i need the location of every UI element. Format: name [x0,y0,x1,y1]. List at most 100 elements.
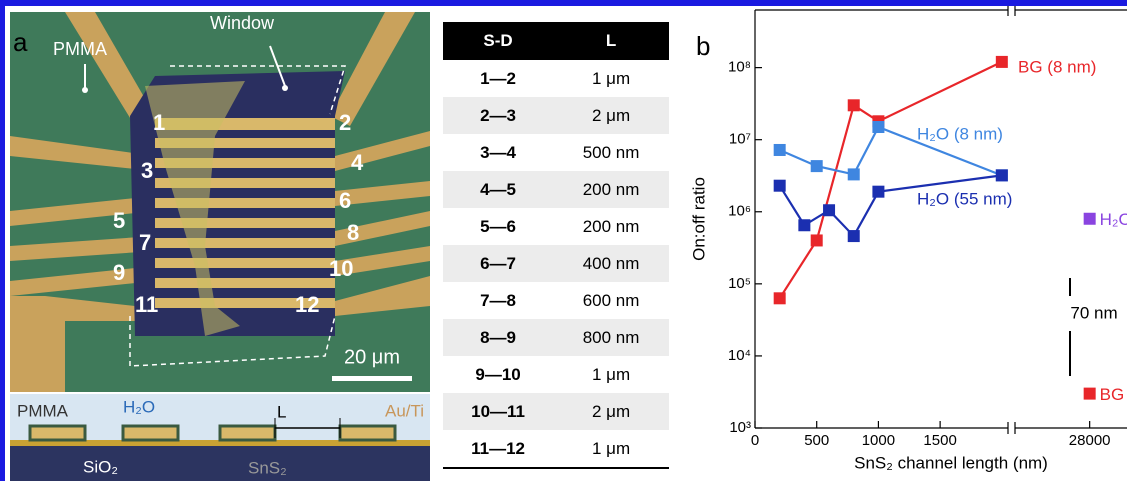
image-label: 1 [153,110,165,135]
image-label: 4 [351,150,364,175]
table-cell: 8—9 [443,319,554,356]
table-cell: 2 μm [553,393,669,430]
table-cell: 500 nm [582,142,640,162]
scale-bar-label: 20 μm [344,346,400,368]
table-cell: 11—12 [471,438,525,458]
table-cell: 3—4 [480,142,517,162]
series-line [778,174,1002,238]
sns2-layer [10,440,430,446]
bracket-label: 70 nm [1070,303,1117,322]
image-label: 8 [347,220,359,245]
point-label: H₂O [1100,210,1127,229]
top-border [0,0,1127,6]
y-tick-label: 10⁷ [729,131,751,148]
table-row: 1—2 1 μm [443,60,669,97]
table-cell: 200 nm [553,171,669,208]
table-row: 8—9 800 nm [443,319,669,356]
data-point [847,168,860,181]
x-tick-label: 500 [804,432,829,449]
header-cell: L [553,22,669,60]
data-point [1083,387,1096,400]
data-point [810,160,823,173]
data-point [823,204,836,217]
table-cell: 1 μm [591,438,631,458]
data-point [847,230,860,243]
data-point [810,234,823,247]
schematic-label: Au/Ti [385,401,424,420]
length-table: S-D L 1—2 1 μm 2—3 2 μm 3—4 500 nm 4—5 200 nm 5—6 2… [443,22,669,469]
table-row: 2—3 2 μm [443,97,669,134]
y-axis-title: On:off ratio [689,177,708,261]
data-point [773,143,786,156]
table-cell: 7—8 [480,290,517,310]
series-label: BG (8 nm) [1018,57,1096,76]
schematic-label: L [277,402,286,421]
data-point [1083,212,1096,225]
schematic-label: SiO₂ [83,457,118,476]
header-row: S-D L [443,22,669,60]
table-cell: 6—7 [443,245,554,282]
image-label: 3 [141,158,153,183]
table-row: 7—8 600 nm [443,282,669,319]
schematic-label: SnS₂ [248,458,287,477]
table-cell: 400 nm [553,245,669,282]
data-point [847,99,860,112]
image-label: PMMA [53,39,107,59]
table-row: 4—5 200 nm [443,171,669,208]
data-point [995,55,1008,68]
y-tick-label: 10³ [729,419,751,436]
series-label: H₂O (55 nm) [917,189,1012,208]
data-point [773,292,786,305]
pointer [82,87,88,93]
electrodes [10,12,430,392]
image-label: 10 [329,256,353,281]
data-point [773,179,786,192]
y-tick-label: 10⁵ [728,275,751,292]
table-cell: 10—11 [443,393,554,430]
data-point [872,185,885,198]
x-tick-label: 28000 [1069,432,1111,449]
table-cell: 9—10 [475,364,521,384]
header-cell: S-D [443,22,554,60]
x-tick-label: 1500 [923,432,956,449]
table-cell: 600 nm [582,290,640,310]
table-cell: 1 μm [591,68,631,88]
table-row: 9—10 1 μm [443,356,669,393]
table-cell: 2—3 [443,97,554,134]
data-point [872,120,885,133]
table-row: 5—6 200 nm [443,208,669,245]
table-cell: 2 μm [553,97,669,134]
x-axis-title: SnS₂ channel length (nm) [854,453,1048,472]
panel-letter: a [13,27,28,57]
table-row: 6—7 400 nm [443,245,669,282]
image-label: 11 [135,292,158,317]
point-label: BG [1100,385,1125,404]
schematic-label: PMMA [17,401,69,420]
y-tick-label: 10⁴ [728,347,751,364]
table-cell: 800 nm [553,319,669,356]
image-label: 6 [339,188,351,213]
flake [145,81,245,336]
table-row: 11—12 1 μm [443,430,669,468]
y-tick-label: 10⁸ [728,59,751,76]
table-cell: 1 μm [591,364,631,384]
pointer [269,45,286,87]
table-row: 10—11 2 μm [443,393,669,430]
image-label: 7 [139,230,151,255]
table-cell: 5—6 [480,216,517,236]
table-row: 3—4 500 nm [443,134,669,171]
schematic-label: H₂O [123,397,155,416]
table-cell: 4—5 [443,171,554,208]
table-cell: 200 nm [582,216,640,236]
image-label: 9 [113,260,125,285]
x-tick-label: 1000 [862,432,895,449]
panel-letter: b [696,31,710,61]
pointer [282,85,288,91]
table-cell: 1—2 [480,68,517,88]
y-tick-label: 10⁶ [728,203,751,220]
image-label: 5 [113,208,125,233]
sio2-layer [10,446,430,481]
left-border [0,0,5,481]
